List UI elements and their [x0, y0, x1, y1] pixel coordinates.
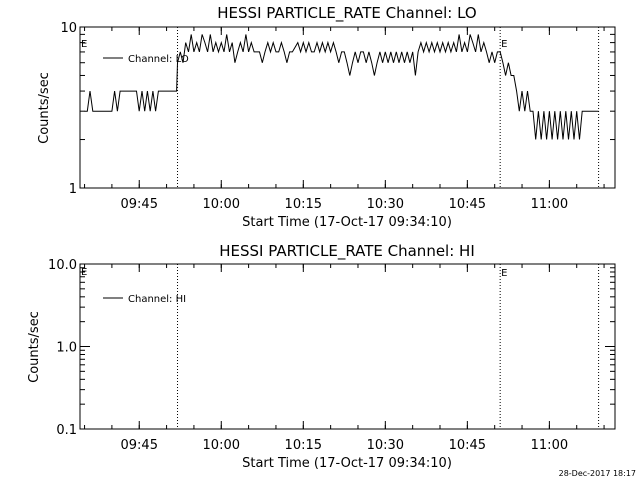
x-tick-label: 10:45 — [449, 438, 486, 453]
x-tick-label: 09:45 — [121, 197, 158, 212]
x-tick-label: 09:45 — [121, 438, 158, 453]
lo-channel-panel: HESSI PARTICLE_RATE Channel: LO Counts/s… — [37, 4, 616, 230]
x-tick-label: 10:30 — [367, 438, 404, 453]
hi-channel-panel: HESSI PARTICLE_RATE Channel: HI Counts/s… — [27, 242, 616, 471]
chart-title: HESSI PARTICLE_RATE Channel: LO — [217, 4, 476, 23]
event-marker-label: E — [501, 39, 507, 50]
y-tick-label: 0.1 — [56, 423, 77, 438]
x-tick-label: 10:00 — [203, 197, 240, 212]
series-group — [84, 34, 599, 140]
x-tick-label: 11:00 — [531, 438, 568, 453]
legend-label: Channel: HI — [128, 294, 186, 305]
edge-marker-label: E — [81, 267, 87, 278]
y-tick-label: 1 — [69, 182, 77, 197]
plot-frame — [79, 26, 616, 189]
x-ticks: 09:45 10:00 10:15 10:30 10:45 11:00 — [84, 27, 605, 212]
series-line — [84, 34, 599, 140]
legend: Channel: HI — [103, 294, 186, 305]
y-axis-label: Counts/sec — [37, 72, 52, 144]
y-ticks: 0.1 1.0 10.0 — [48, 258, 615, 438]
x-tick-label: 10:45 — [449, 197, 486, 212]
generated-timestamp: 28-Dec-2017 18:17 — [559, 469, 636, 478]
x-axis-label: Start Time (17-Oct-17 09:34:10) — [242, 215, 452, 230]
plot-frame — [79, 263, 616, 430]
x-tick-label: 10:00 — [203, 438, 240, 453]
legend-label: Channel: LO — [128, 54, 189, 65]
x-axis-label: Start Time (17-Oct-17 09:34:10) — [242, 456, 452, 471]
edge-marker-label: E — [81, 39, 87, 50]
y-tick-label: 10 — [60, 21, 77, 36]
x-tick-label: 11:00 — [531, 197, 568, 212]
event-markers: E — [177, 27, 600, 188]
event-marker-label: E — [501, 268, 507, 279]
y-ticks: 1 10 — [60, 21, 615, 197]
x-tick-label: 10:30 — [367, 197, 404, 212]
y-tick-label: 10.0 — [48, 258, 77, 273]
x-tick-label: 10:15 — [285, 438, 322, 453]
x-ticks: 09:45 10:00 10:15 10:30 10:45 11:00 — [84, 264, 605, 453]
y-tick-label: 1.0 — [56, 341, 77, 356]
legend: Channel: LO — [103, 54, 189, 65]
chart-title: HESSI PARTICLE_RATE Channel: HI — [219, 242, 475, 261]
y-axis-label: Counts/sec — [27, 311, 42, 383]
x-tick-label: 10:15 — [285, 197, 322, 212]
event-markers: E — [177, 264, 600, 429]
